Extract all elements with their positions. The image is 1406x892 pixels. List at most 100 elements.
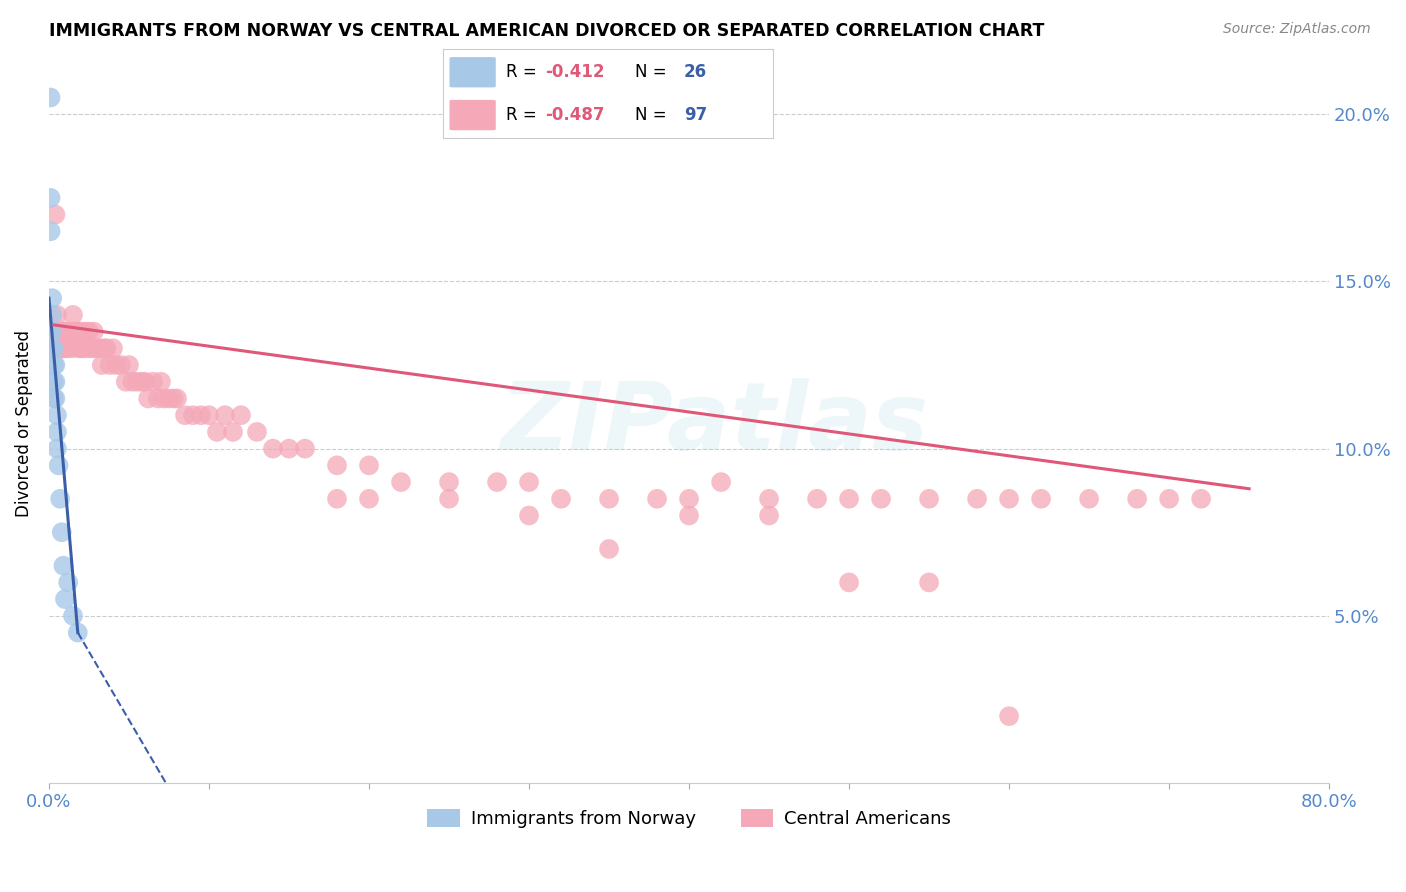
Point <box>105 358 128 372</box>
Point <box>437 475 460 489</box>
Point <box>48 341 70 355</box>
Point <box>62 341 84 355</box>
Point <box>89 341 111 355</box>
Point <box>41 325 63 339</box>
Point <box>51 325 73 339</box>
Point <box>55 325 77 339</box>
Point <box>998 491 1021 506</box>
Point <box>326 491 349 506</box>
Point <box>41 308 63 322</box>
Point <box>67 341 90 355</box>
Point <box>598 541 620 556</box>
Legend: Immigrants from Norway, Central Americans: Immigrants from Norway, Central American… <box>420 801 957 835</box>
Point <box>222 425 245 439</box>
Point <box>262 442 284 456</box>
Point <box>62 308 84 322</box>
Point <box>83 325 105 339</box>
Point <box>758 491 780 506</box>
Point <box>163 392 186 406</box>
Point <box>46 442 69 456</box>
Point <box>205 425 228 439</box>
Point <box>278 442 301 456</box>
Point <box>1159 491 1181 506</box>
Point <box>51 341 73 355</box>
Point <box>49 325 72 339</box>
Point <box>44 358 66 372</box>
Text: R =: R = <box>506 63 541 81</box>
Point <box>65 325 87 339</box>
Point <box>42 341 65 355</box>
Point <box>174 408 197 422</box>
Point <box>149 375 172 389</box>
Point <box>357 491 380 506</box>
Point <box>758 508 780 523</box>
Text: ZIPatlas: ZIPatlas <box>501 377 929 469</box>
Point <box>166 392 188 406</box>
Point <box>678 508 700 523</box>
Point <box>42 358 65 372</box>
Point <box>53 325 76 339</box>
Point <box>357 458 380 473</box>
Point <box>1029 491 1052 506</box>
Point <box>146 392 169 406</box>
Y-axis label: Divorced or Separated: Divorced or Separated <box>15 330 32 517</box>
Point <box>46 408 69 422</box>
Text: IMMIGRANTS FROM NORWAY VS CENTRAL AMERICAN DIVORCED OR SEPARATED CORRELATION CHA: IMMIGRANTS FROM NORWAY VS CENTRAL AMERIC… <box>49 22 1045 40</box>
Point <box>86 341 108 355</box>
Point <box>70 341 93 355</box>
Point <box>56 341 79 355</box>
Point <box>326 458 349 473</box>
Point <box>52 341 75 355</box>
Point <box>62 608 84 623</box>
Point <box>53 592 76 607</box>
Point <box>517 475 540 489</box>
Text: R =: R = <box>506 106 541 124</box>
Point <box>41 291 63 305</box>
Text: -0.412: -0.412 <box>546 63 605 81</box>
Point <box>66 325 89 339</box>
Point <box>214 408 236 422</box>
Point <box>678 491 700 506</box>
Point <box>66 625 89 640</box>
Text: N =: N = <box>634 63 672 81</box>
Point <box>294 442 316 456</box>
Point <box>131 375 153 389</box>
Point <box>59 325 82 339</box>
Point <box>46 425 69 439</box>
Point <box>710 475 733 489</box>
Point <box>998 709 1021 723</box>
Point <box>44 375 66 389</box>
Point <box>46 308 69 322</box>
Point <box>598 491 620 506</box>
Text: Source: ZipAtlas.com: Source: ZipAtlas.com <box>1223 22 1371 37</box>
Point <box>1189 491 1212 506</box>
Point <box>1126 491 1149 506</box>
Point <box>114 375 136 389</box>
Point <box>870 491 893 506</box>
Point <box>90 358 112 372</box>
Point <box>389 475 412 489</box>
Point <box>198 408 221 422</box>
FancyBboxPatch shape <box>450 57 496 87</box>
Point <box>121 375 143 389</box>
Point <box>838 575 860 590</box>
Point <box>39 325 62 339</box>
Point <box>73 341 96 355</box>
Text: 26: 26 <box>685 63 707 81</box>
Point <box>96 341 118 355</box>
Point <box>52 558 75 573</box>
Point <box>118 358 141 372</box>
Point <box>60 325 83 339</box>
Point <box>52 325 75 339</box>
Point <box>63 325 86 339</box>
Point <box>246 425 269 439</box>
Point <box>82 341 104 355</box>
Point <box>42 325 65 339</box>
Point <box>51 525 73 540</box>
Point <box>190 408 212 422</box>
Point <box>77 325 100 339</box>
Text: N =: N = <box>634 106 672 124</box>
Point <box>486 475 509 489</box>
Point <box>94 341 117 355</box>
Point <box>98 358 121 372</box>
